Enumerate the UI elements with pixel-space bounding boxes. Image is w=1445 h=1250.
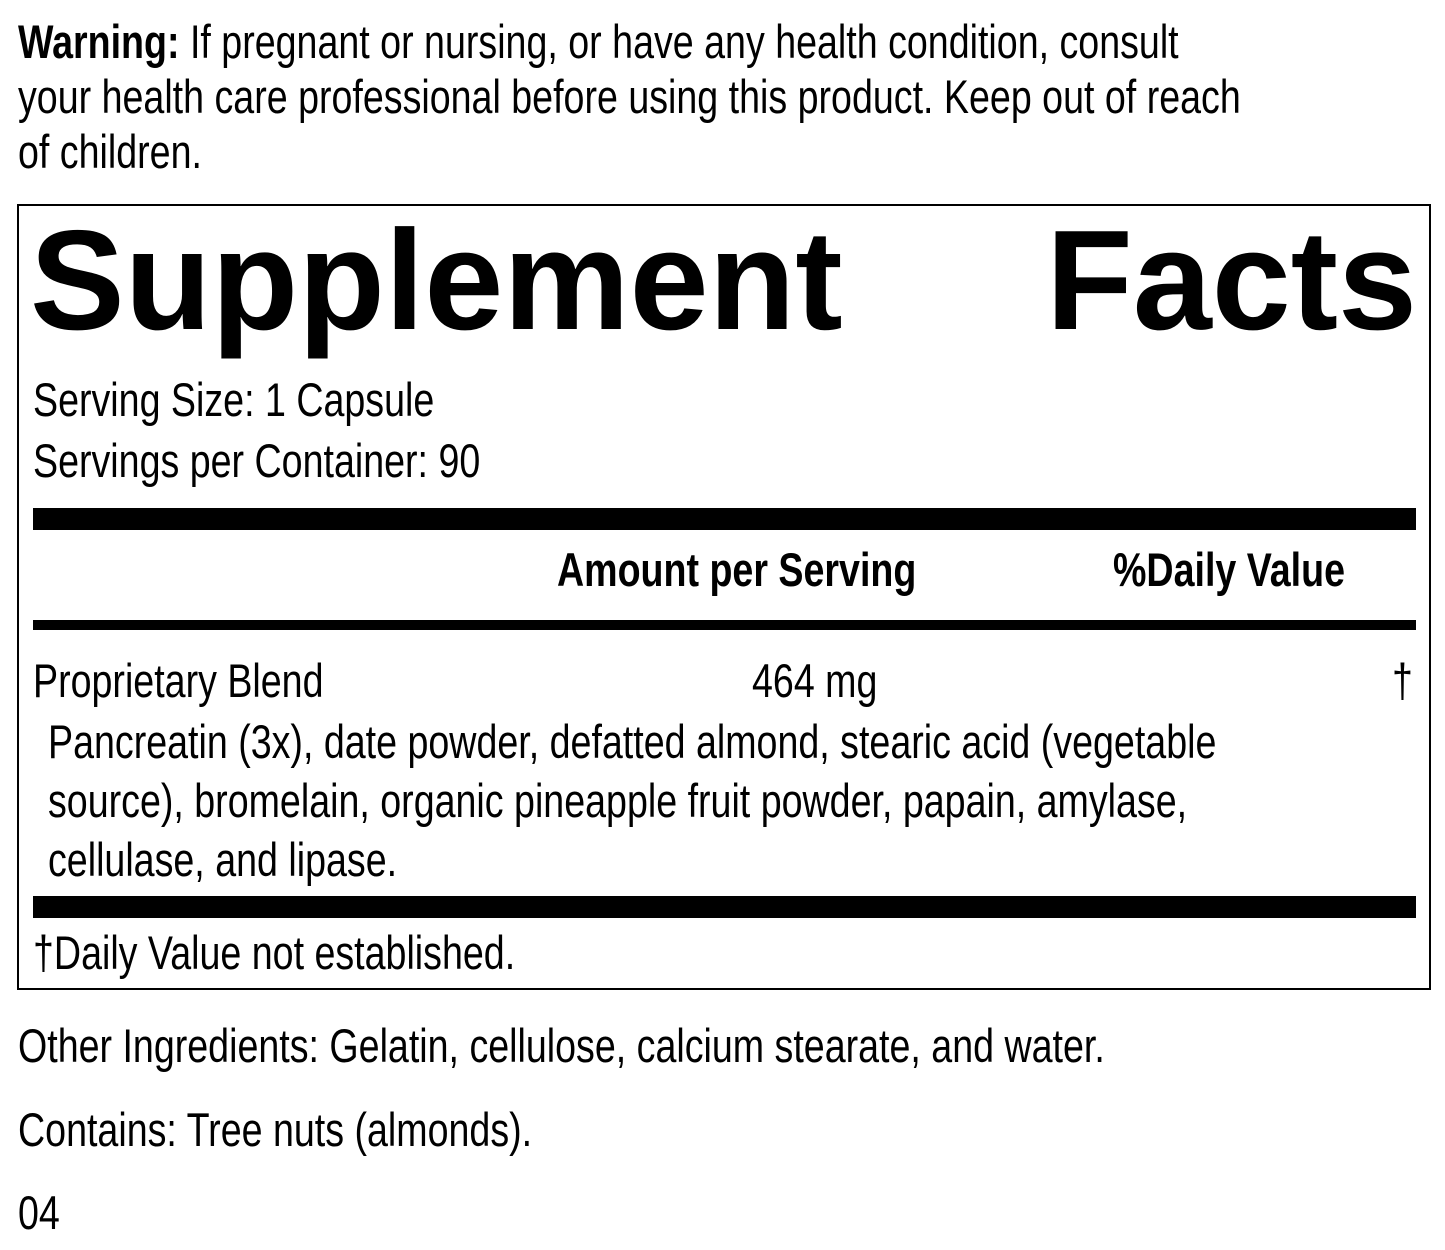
- row-name: Proprietary Blend: [33, 654, 324, 707]
- warning-line-1: Warning: If pregnant or nursing, or have…: [18, 14, 1179, 69]
- warning-text: If pregnant or nursing, or have any heal…: [179, 15, 1179, 68]
- servings-per-container: Servings per Container: 90: [33, 434, 481, 487]
- header-daily-value: %Daily Value: [1113, 543, 1345, 596]
- row-daily-value: †: [1392, 654, 1413, 707]
- warning-line-2: your health care professional before usi…: [18, 70, 1241, 123]
- row-amount: 464 mg: [752, 654, 878, 707]
- footnote: †Daily Value not established.: [33, 926, 516, 979]
- blend-line: source), bromelain, organic pineapple fr…: [48, 774, 1188, 827]
- facts-title-facts: Facts: [1046, 201, 1417, 360]
- label-code: 04: [18, 1186, 60, 1239]
- header-amount: Amount per Serving: [557, 543, 917, 596]
- supplement-facts-panel: [17, 204, 1431, 990]
- blend-line: Pancreatin (3x), date powder, defatted a…: [48, 715, 1217, 768]
- blend-line: cellulase, and lipase.: [48, 833, 398, 886]
- allergen-contains: Contains: Tree nuts (almonds).: [18, 1103, 533, 1156]
- thick-divider: [33, 508, 1416, 530]
- medium-divider: [33, 620, 1416, 630]
- warning-label: Warning:: [18, 15, 180, 68]
- serving-size: Serving Size: 1 Capsule: [33, 373, 435, 426]
- thick-divider: [33, 896, 1416, 918]
- facts-title-supplement: Supplement: [30, 201, 843, 360]
- other-ingredients: Other Ingredients: Gelatin, cellulose, c…: [18, 1019, 1105, 1072]
- warning-line-3: of children.: [18, 125, 202, 178]
